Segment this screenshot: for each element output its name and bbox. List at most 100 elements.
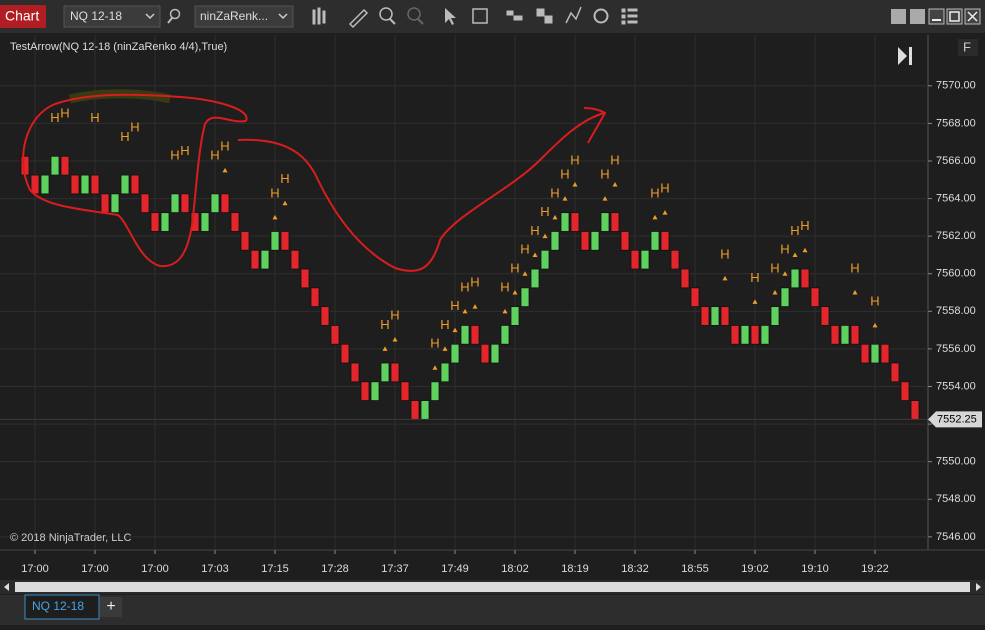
- scroll-thumb[interactable]: [15, 582, 970, 592]
- freehand-loop: [22, 93, 248, 268]
- h-marker: H: [610, 152, 619, 167]
- h-marker: H: [60, 105, 69, 120]
- arrow-marker: [872, 322, 878, 328]
- h-marker: H: [520, 242, 529, 257]
- chart-tab[interactable]: [0, 5, 46, 28]
- candle: [250, 249, 260, 270]
- arrow-marker: [542, 233, 548, 239]
- candle: [730, 325, 740, 345]
- y-tick-label: 7566.00: [936, 155, 976, 167]
- candle: [350, 362, 360, 383]
- x-tick-label: 18:32: [621, 563, 649, 575]
- candle: [150, 212, 160, 232]
- arrow-marker: [652, 214, 658, 220]
- candle: [60, 155, 70, 176]
- candle: [480, 343, 490, 364]
- candle: [470, 325, 480, 345]
- arrow-marker: [272, 214, 278, 220]
- toolbar: [0, 0, 985, 33]
- add-tab[interactable]: [100, 597, 122, 617]
- f-label: F: [963, 39, 971, 54]
- candle: [110, 193, 120, 214]
- y-tick-label: 7568.00: [936, 117, 976, 129]
- tab[interactable]: [24, 594, 100, 620]
- add-tab-label: +: [106, 598, 115, 615]
- candle: [660, 231, 670, 251]
- y-tick-label: 7554.00: [936, 380, 976, 392]
- search-icon[interactable]: [169, 8, 181, 20]
- candle: [130, 174, 140, 195]
- candle: [300, 268, 310, 289]
- candle: [260, 249, 270, 270]
- arrow-marker: [282, 200, 288, 206]
- candle: [280, 231, 290, 251]
- candle: [420, 400, 430, 420]
- candle: [650, 231, 660, 251]
- candle: [600, 212, 610, 232]
- arrow-marker: [852, 290, 858, 295]
- bartype-label: ninZaRenk...: [200, 9, 268, 23]
- candle: [770, 306, 780, 326]
- arrow-marker: [772, 290, 778, 295]
- candle: [40, 174, 50, 195]
- h-marker: H: [540, 204, 549, 219]
- arrow-marker: [532, 252, 538, 257]
- h-marker: H: [460, 279, 469, 294]
- candle: [520, 287, 530, 308]
- h-marker: H: [120, 129, 129, 144]
- h-marker: H: [800, 218, 809, 233]
- arrow-marker: [442, 346, 448, 351]
- candle: [80, 174, 90, 195]
- arrow-marker: [222, 167, 228, 173]
- candle: [780, 287, 790, 308]
- candle: [100, 193, 110, 214]
- scroll-to-end[interactable]: [898, 47, 912, 65]
- candle: [90, 174, 100, 195]
- x-tick-label: 18:02: [501, 563, 529, 575]
- arrow-marker: [662, 210, 668, 215]
- x-tick-label: 18:19: [561, 563, 589, 575]
- candle: [380, 362, 390, 383]
- arrow-marker: [502, 308, 508, 314]
- h-marker: H: [220, 138, 229, 153]
- candle: [170, 193, 180, 214]
- y-tick-label: 7550.00: [936, 456, 976, 468]
- arrow-marker: [572, 181, 578, 187]
- x-tick-label: 17:03: [201, 563, 229, 575]
- candle: [900, 381, 910, 401]
- x-tick-label: 18:55: [681, 563, 709, 575]
- x-tick-label: 17:49: [441, 563, 469, 575]
- instrument-label: NQ 12-18: [70, 9, 122, 23]
- candle: [910, 400, 920, 420]
- candle: [160, 212, 170, 232]
- dropdown-arrow: [145, 13, 155, 20]
- candle: [710, 306, 720, 326]
- candle: [580, 231, 590, 251]
- h-marker: H: [660, 181, 669, 196]
- h-marker: H: [390, 307, 399, 322]
- toolbar-icons[interactable]: [312, 6, 638, 29]
- y-tick-label: 7548.00: [936, 493, 976, 505]
- arrow-marker: [802, 247, 808, 253]
- instrument-box[interactable]: [63, 5, 161, 28]
- arrow-marker: [432, 365, 438, 370]
- candle: [430, 381, 440, 401]
- candle: [370, 381, 380, 401]
- arrow-marker: [522, 271, 528, 276]
- candle: [820, 306, 830, 326]
- candle: [610, 212, 620, 232]
- arrow-marker: [392, 337, 398, 342]
- candle: [640, 249, 650, 270]
- bartype-box[interactable]: [194, 5, 294, 28]
- tab-bar: [0, 595, 985, 625]
- y-tick-label: 7570.00: [936, 80, 976, 92]
- arrow-marker: [472, 304, 478, 309]
- window-buttons[interactable]: [891, 8, 981, 25]
- f-button[interactable]: [958, 39, 978, 56]
- candle: [360, 381, 370, 401]
- h-marker: H: [560, 167, 569, 182]
- candle: [320, 306, 330, 326]
- x-tick-label: 17:00: [21, 563, 49, 575]
- arrow-head: [583, 107, 607, 144]
- y-tick-label: 7558.00: [936, 305, 976, 317]
